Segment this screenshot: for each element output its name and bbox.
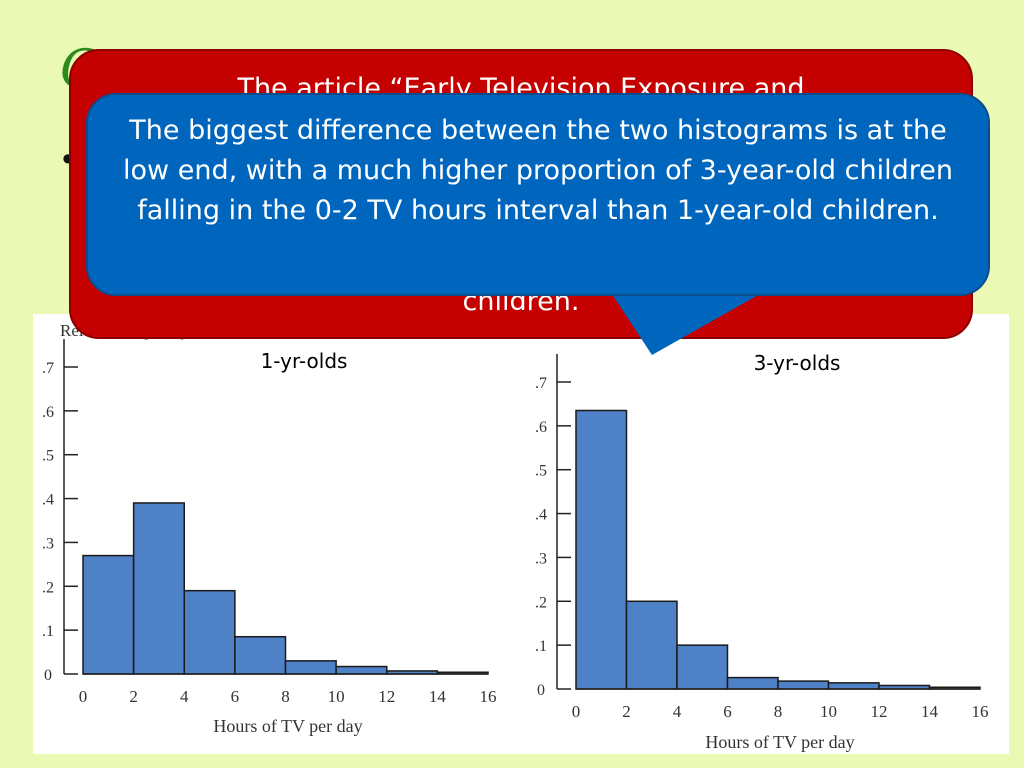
chart-area-background	[33, 314, 1009, 754]
x-tick-label: 8	[774, 702, 783, 721]
x-tick-label: 12	[871, 702, 888, 721]
y-tick-label: .5	[535, 463, 547, 480]
x-tick-label: 4	[673, 702, 682, 721]
blue-callout: The biggest difference between the two h…	[86, 93, 990, 296]
histogram-3-yr-olds: 0 .1 .2 .3 .4 .5 .6 .7 0 2 4 6 8 10 12 14 16 Hours of TV …	[535, 351, 989, 752]
y-tick-label: 0	[44, 667, 52, 684]
y-tick-label: .2	[42, 579, 54, 596]
bar	[726, 676, 779, 690]
x-tick-label: 6	[723, 702, 732, 721]
y-tick-label: .4	[42, 492, 54, 509]
y-tick-label: .2	[535, 594, 547, 611]
blue-callout-text: The biggest difference between the two h…	[123, 115, 953, 226]
bar	[335, 665, 388, 675]
x-tick-label: 8	[281, 687, 290, 706]
bar	[777, 680, 830, 690]
x-tick-label: 12	[378, 687, 395, 706]
x-tick-label: 14	[429, 687, 447, 706]
chart-title: 1-yr-olds	[261, 349, 348, 373]
x-tick-label: 16	[972, 702, 989, 721]
y-tick-label: .1	[535, 638, 547, 655]
x-tick-label: 2	[622, 702, 631, 721]
x-tick-label: 10	[328, 687, 345, 706]
bar	[827, 682, 880, 690]
x-tick-label: 10	[820, 702, 837, 721]
bar	[284, 660, 337, 675]
bar	[625, 600, 678, 690]
x-tick-label: 4	[180, 687, 189, 706]
x-tick-label: 6	[231, 687, 240, 706]
bar	[575, 409, 628, 690]
y-tick-label: .6	[535, 419, 547, 436]
bar	[82, 554, 135, 675]
y-tick-label: .7	[42, 360, 54, 377]
y-tick-label: .4	[535, 507, 547, 524]
chart-title: 3-yr-olds	[754, 351, 841, 375]
y-tick-label: .3	[42, 535, 54, 552]
y-tick-label: .5	[42, 448, 54, 465]
y-tick-label: 0	[537, 682, 545, 699]
y-tick-label: .1	[42, 623, 54, 640]
x-axis-label: Hours of TV per day	[705, 732, 854, 752]
y-tick-label: .6	[42, 404, 54, 421]
x-tick-label: 14	[921, 702, 939, 721]
x-tick-label: 0	[572, 702, 581, 721]
bar	[676, 644, 729, 690]
x-axis-label: Hours of TV per day	[213, 716, 362, 736]
histogram-1-yr-olds: 0 .1 .2 .3 .4 .5 .6 .7 0 2 4 6 8 10 12 14 16 Hours of TV …	[42, 321, 497, 736]
x-tick-label: 16	[480, 687, 497, 706]
bullet-marker: •	[62, 140, 74, 178]
bar	[234, 635, 287, 675]
y-tick-label: .3	[535, 550, 547, 567]
x-tick-label: 2	[129, 687, 138, 706]
bar	[183, 589, 236, 675]
x-tick-label: 0	[79, 687, 88, 706]
bar	[132, 502, 185, 675]
y-tick-label: .7	[535, 375, 547, 392]
